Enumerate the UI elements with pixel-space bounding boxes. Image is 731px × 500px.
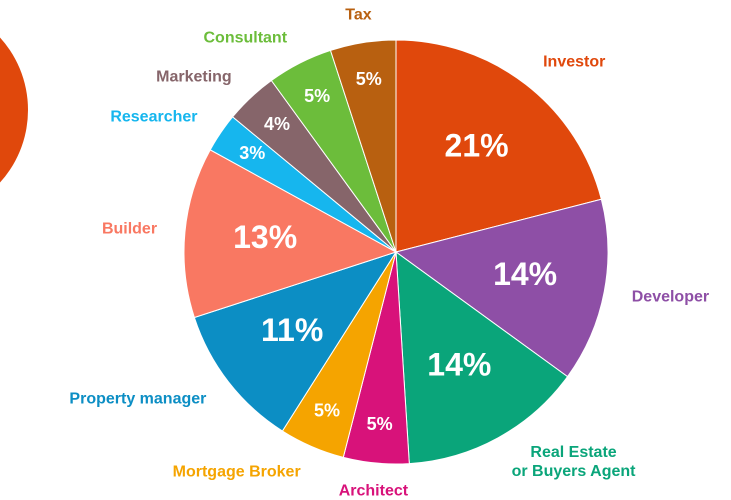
category-label: Architect	[338, 482, 409, 500]
value-label: 4%	[264, 114, 290, 134]
category-label: Mortgage Broker	[172, 463, 301, 481]
value-label: 11%	[261, 312, 323, 348]
value-label: 13%	[233, 219, 297, 255]
category-label: Tax	[345, 6, 372, 24]
pie-slice	[394, 198, 609, 378]
category-label: Real Estate or Buyers Agent	[511, 444, 636, 481]
category-label: Researcher	[110, 108, 198, 126]
value-label: 5%	[367, 414, 393, 434]
category-label: Consultant	[203, 29, 288, 47]
value-label: 5%	[314, 400, 340, 420]
pie-slice	[395, 39, 602, 253]
value-label: 5%	[304, 86, 330, 106]
decor-circle	[0, 37, 28, 183]
pie-slice	[183, 149, 398, 319]
pie-slice	[329, 39, 397, 253]
pie-slice	[193, 251, 398, 432]
pie-slice	[395, 250, 569, 465]
value-label: 5%	[356, 69, 382, 89]
category-label: Property manager	[69, 390, 207, 408]
value-label: 21%	[445, 128, 509, 164]
category-label: Investor	[543, 53, 606, 71]
category-label: Builder	[101, 220, 158, 238]
category-label: Marketing	[156, 68, 232, 86]
value-label: 3%	[239, 143, 265, 163]
value-label: 14%	[493, 256, 557, 292]
category-label: Developer	[631, 288, 710, 306]
value-label: 14%	[427, 347, 491, 383]
